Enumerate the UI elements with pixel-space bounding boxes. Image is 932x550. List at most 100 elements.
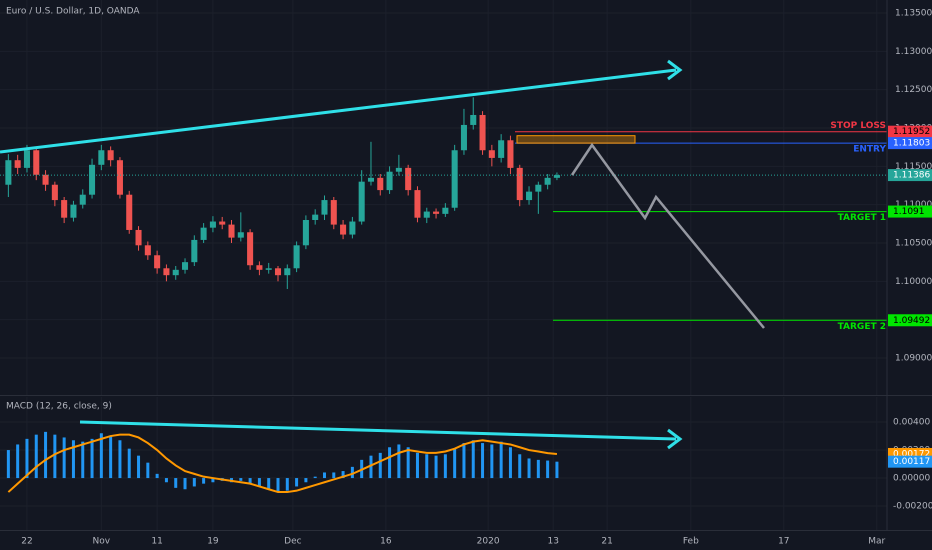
histogram-bar bbox=[471, 440, 475, 479]
histogram-bar bbox=[6, 450, 10, 479]
candle-body bbox=[33, 150, 40, 175]
histogram-bar bbox=[378, 452, 382, 479]
candle-body bbox=[498, 140, 505, 158]
macd-line bbox=[7, 433, 558, 494]
histogram-bar bbox=[267, 478, 271, 490]
candle-body bbox=[144, 245, 151, 256]
histogram-bar bbox=[508, 447, 512, 479]
candle-body bbox=[479, 114, 486, 151]
y-tick-label: -0.00200 bbox=[893, 502, 932, 512]
candle-body bbox=[405, 167, 412, 191]
histogram-bar bbox=[341, 471, 345, 479]
histogram-bar bbox=[183, 478, 187, 490]
candle-body bbox=[358, 181, 365, 222]
histogram-bar bbox=[99, 433, 103, 479]
level-value-box bbox=[888, 125, 932, 138]
x-tick-label: 22 bbox=[21, 537, 32, 547]
candle-body bbox=[247, 232, 254, 266]
candle-body bbox=[535, 184, 542, 192]
marks bbox=[0, 97, 887, 494]
candle-body bbox=[377, 177, 384, 191]
histogram-bar bbox=[304, 478, 308, 483]
x-tick-label: 21 bbox=[601, 537, 612, 547]
histogram-bar bbox=[155, 473, 159, 479]
x-tick-label: 2020 bbox=[477, 537, 500, 547]
histogram-bar bbox=[257, 478, 261, 487]
candle-body bbox=[200, 227, 207, 240]
histogram-bar bbox=[490, 444, 494, 479]
x-tick-label: 11 bbox=[151, 537, 162, 547]
y-tick-label: 1.09000 bbox=[895, 353, 932, 363]
histogram-bar bbox=[44, 431, 48, 479]
candle-body bbox=[507, 140, 514, 168]
candle-body bbox=[321, 200, 328, 215]
candle-body bbox=[312, 214, 319, 220]
chart-title: Euro / U.S. Dollar, 1D, OANDA bbox=[6, 7, 140, 17]
candle-body bbox=[423, 211, 430, 218]
histogram-bar bbox=[332, 472, 336, 479]
candle-body bbox=[367, 177, 374, 182]
histogram-bar bbox=[202, 478, 206, 484]
candle-body bbox=[433, 211, 440, 214]
last-value-label: 0.00172 bbox=[893, 449, 930, 459]
histogram-bar bbox=[164, 478, 168, 483]
level-label: ENTRY bbox=[853, 145, 886, 155]
histogram-bar bbox=[369, 455, 373, 479]
level-value: 1.11803 bbox=[893, 139, 930, 149]
candle-body bbox=[284, 268, 291, 276]
candle-body bbox=[98, 150, 105, 165]
candle-body bbox=[516, 167, 523, 201]
y-tick-label: 1.13500 bbox=[895, 9, 932, 19]
candle-body bbox=[256, 265, 263, 270]
x-tick-label: 19 bbox=[207, 537, 219, 547]
histogram-bar bbox=[546, 460, 550, 479]
level-label: TARGET 2 bbox=[838, 322, 886, 332]
candle-body bbox=[172, 269, 179, 276]
last-price-box bbox=[888, 169, 932, 182]
macd-trend-arrow bbox=[667, 428, 683, 450]
candle-body bbox=[470, 114, 477, 125]
candle-body bbox=[395, 167, 402, 172]
histogram-bar bbox=[34, 434, 38, 479]
histogram-bar bbox=[462, 443, 466, 479]
histogram-bar bbox=[16, 444, 20, 479]
level-value: 1.09492 bbox=[893, 316, 930, 326]
candle-body bbox=[51, 184, 58, 201]
y-tick-label: 1.11000 bbox=[895, 200, 932, 210]
candle-body bbox=[116, 160, 123, 195]
histogram-bar bbox=[248, 478, 252, 484]
level-value-box bbox=[888, 137, 932, 150]
histogram-bar bbox=[192, 478, 196, 487]
candle-body bbox=[293, 245, 300, 269]
last-value-label: 0.00117 bbox=[893, 457, 930, 467]
histogram-bar bbox=[90, 438, 94, 479]
histogram-bar bbox=[146, 462, 150, 479]
trend-line bbox=[0, 68, 677, 154]
histogram-bar bbox=[322, 472, 326, 479]
histogram-bar bbox=[109, 436, 113, 479]
x-tick-label: 13 bbox=[547, 537, 558, 547]
histogram-bar bbox=[295, 478, 299, 487]
candle-body bbox=[414, 190, 421, 218]
histogram-bar bbox=[239, 478, 243, 481]
y-tick-label: 1.10500 bbox=[895, 238, 932, 248]
histogram-bar bbox=[81, 441, 85, 479]
candle-body bbox=[386, 171, 393, 191]
histogram-bar bbox=[443, 454, 447, 479]
histogram-bar bbox=[350, 466, 354, 479]
histogram-bar bbox=[127, 448, 131, 479]
candle-body bbox=[191, 239, 198, 263]
last-price-label: 1.11386 bbox=[893, 171, 930, 181]
candle-body bbox=[79, 194, 86, 205]
histogram-bar bbox=[397, 444, 401, 479]
candle-body bbox=[61, 200, 68, 218]
y-tick-label: 1.12500 bbox=[895, 85, 932, 95]
candle-body bbox=[5, 160, 12, 185]
candle-body bbox=[265, 268, 272, 270]
x-tick-label: 17 bbox=[778, 537, 789, 547]
candle-body bbox=[14, 160, 21, 168]
histogram-bar bbox=[453, 448, 457, 479]
histogram-bar bbox=[388, 447, 392, 479]
